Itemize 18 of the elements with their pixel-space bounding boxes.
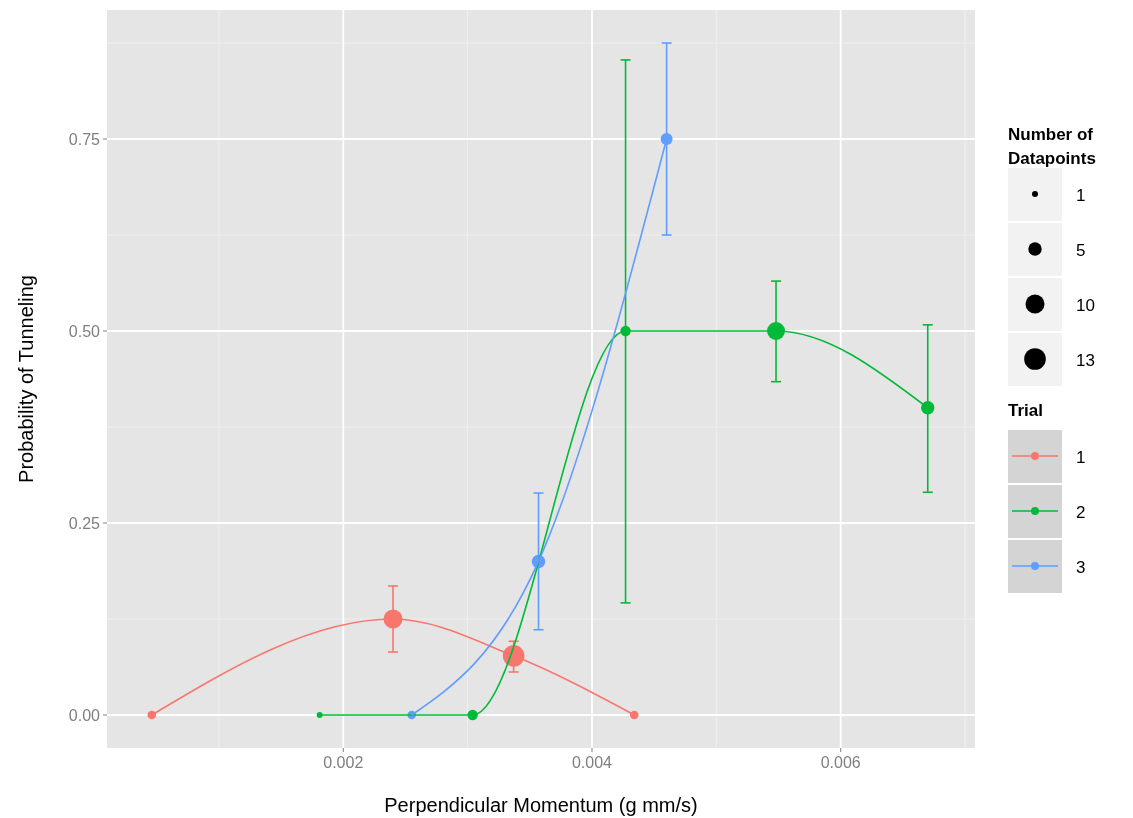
x-tick-label: 0.002 [323, 754, 364, 771]
legend-label: 5 [1076, 241, 1086, 260]
legend-label: 13 [1076, 351, 1095, 370]
y-tick-label: 0.50 [68, 323, 101, 340]
legend-title: Trial [1008, 401, 1043, 420]
legend-label: 10 [1076, 296, 1095, 315]
y-tick-label: 0.75 [68, 131, 101, 149]
y-tick-label: 0.25 [68, 514, 101, 532]
x-tick-label: 0.006 [820, 754, 861, 771]
legend-label: 1 [1076, 186, 1086, 205]
y-tick-label: 0.00 [68, 706, 101, 724]
legend-label: 3 [1076, 558, 1086, 577]
legend-label: 1 [1076, 448, 1086, 467]
legend-label: 2 [1076, 503, 1086, 522]
y-axis-title: Probability of Tunneling [15, 275, 37, 483]
text: Number of Datapoints [1008, 125, 1096, 168]
x-axis-title: Perpendicular Momentum (g mm/s) [384, 794, 698, 816]
x-tick-label: 0.004 [571, 754, 613, 771]
